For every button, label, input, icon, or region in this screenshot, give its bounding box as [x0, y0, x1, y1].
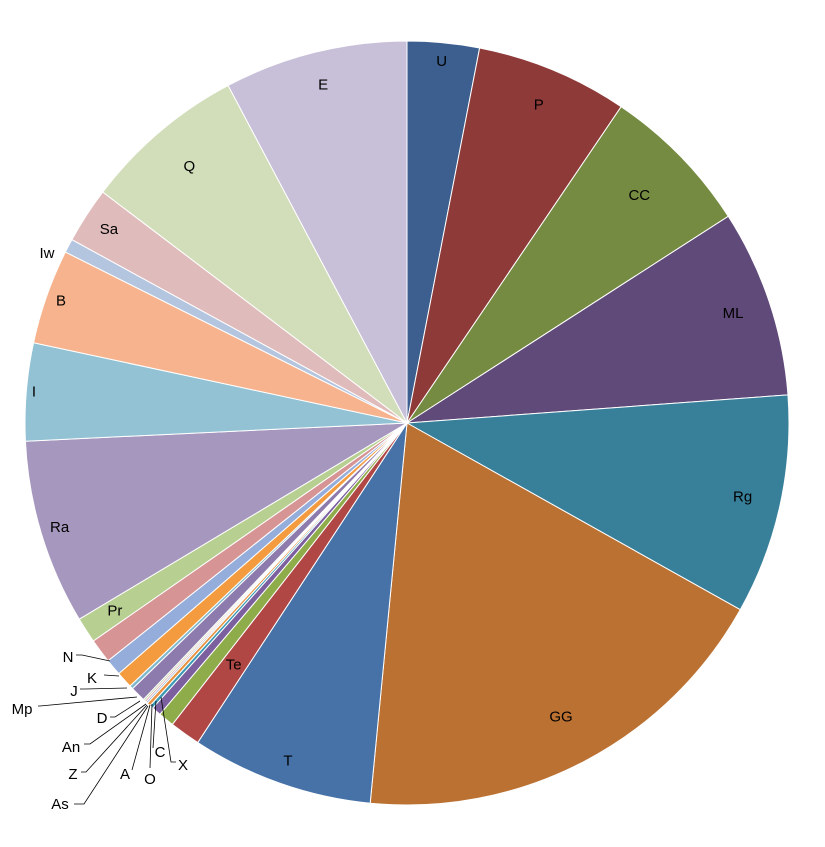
slice-label-rg: Rg: [733, 488, 752, 505]
slice-label-a: A: [120, 766, 130, 783]
slice-label-j: J: [70, 683, 78, 700]
leader-line-an: [84, 703, 147, 745]
slice-label-an: An: [62, 739, 80, 756]
slice-label-d: D: [97, 710, 108, 727]
slice-label-o: O: [144, 771, 156, 788]
pie-slice-ra: [24, 422, 408, 620]
leader-lines: [38, 654, 176, 805]
slice-label-mp: Mp: [12, 701, 33, 718]
leader-line-o: [149, 703, 153, 769]
pie-slice-rg: [405, 394, 790, 611]
slice-label-iw: Iw: [40, 245, 55, 262]
leader-line-j: [80, 687, 128, 690]
leader-line-c: [152, 700, 157, 749]
slice-label-i: I: [32, 383, 36, 400]
slice-label-cc: CC: [628, 187, 650, 204]
pie-slices: [24, 40, 790, 806]
slice-label-k: K: [87, 670, 97, 687]
slice-label-te: Te: [226, 656, 242, 673]
leader-line-k: [103, 674, 120, 677]
leader-line-a: [131, 704, 151, 771]
slice-label-e: E: [318, 77, 328, 94]
slice-label-n: N: [63, 649, 74, 666]
slice-label-z: Z: [68, 766, 77, 783]
pie-slice-t: [197, 422, 408, 804]
leader-line-z: [81, 704, 148, 773]
leader-line-x: [160, 696, 176, 763]
pie-slice-e: [227, 40, 408, 424]
slice-label-p: P: [534, 96, 544, 113]
slice-label-pr: Pr: [107, 602, 122, 619]
slice-label-u: U: [436, 53, 447, 70]
slice-label-b: B: [56, 292, 66, 309]
leader-line-as: [74, 705, 149, 805]
slice-label-as: As: [51, 796, 69, 813]
slice-label-sa: Sa: [100, 221, 119, 238]
slice-label-t: T: [283, 753, 292, 770]
slice-label-x: X: [178, 757, 188, 774]
pie-slice-ml: [406, 215, 789, 424]
leader-line-n: [76, 654, 111, 662]
pie-slice-q: [102, 84, 408, 424]
leader-line-d: [110, 700, 141, 718]
slice-label-ra: Ra: [50, 519, 70, 536]
slice-label-c: C: [155, 744, 166, 761]
slice-label-q: Q: [183, 158, 195, 175]
pie-slice-p: [406, 47, 622, 424]
slice-label-gg: GG: [549, 708, 572, 725]
pie-slice-gg: [369, 422, 741, 806]
pie-slice-cc: [406, 105, 729, 424]
slice-label-ml: ML: [723, 305, 744, 322]
leader-line-mp: [38, 696, 138, 707]
